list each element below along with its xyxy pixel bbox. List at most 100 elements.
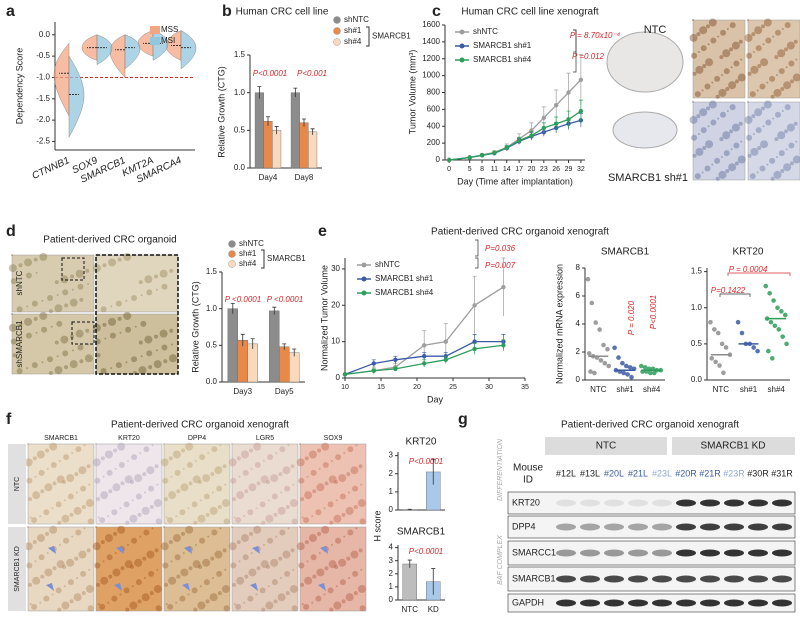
tissue-texture — [306, 560, 309, 563]
blot-band — [700, 499, 720, 507]
blot-band — [676, 499, 696, 507]
point — [621, 370, 626, 376]
tissue-texture — [335, 537, 342, 544]
tissue-texture — [187, 507, 190, 510]
tissue-texture — [329, 520, 334, 525]
tissue-texture — [318, 552, 321, 555]
tissue-texture — [795, 140, 798, 143]
tissue-texture — [63, 454, 70, 461]
error-bar — [407, 559, 412, 568]
tissue-texture — [763, 100, 772, 109]
tissue-texture — [711, 163, 714, 166]
point — [601, 342, 606, 348]
tissue-texture — [25, 332, 32, 339]
tissue-texture — [20, 337, 23, 340]
tissue-texture — [41, 299, 44, 302]
tissue-texture — [151, 527, 154, 530]
tissue-texture — [149, 591, 154, 596]
tissue-texture — [746, 52, 753, 59]
tissue-texture — [123, 587, 130, 594]
tissue-texture — [36, 534, 45, 543]
x-axis-label: Day — [427, 394, 444, 404]
blot-band — [724, 499, 744, 507]
legend-group: SMARCB1 — [267, 254, 306, 263]
tissue-texture — [271, 579, 278, 586]
tissue-texture — [171, 343, 174, 346]
micrograph — [747, 101, 800, 181]
tissue-texture — [94, 477, 101, 484]
tissue-texture — [720, 29, 727, 36]
tissue-texture — [62, 480, 67, 485]
tissue-texture — [10, 278, 17, 285]
tissue-texture — [39, 311, 48, 320]
blot-band — [652, 599, 672, 607]
x-tick-label: 25 — [449, 384, 457, 391]
tissue-texture — [75, 576, 78, 579]
tissue-texture — [233, 516, 236, 519]
tissue-texture — [244, 489, 249, 494]
panel-letter: f — [6, 411, 12, 428]
chart-title: SMARCB1 — [397, 527, 446, 538]
point — [516, 138, 522, 143]
row-band — [8, 527, 26, 611]
tissue-texture — [335, 499, 338, 502]
micrograph — [231, 526, 299, 612]
tissue-texture — [57, 520, 62, 525]
micrograph — [95, 254, 179, 313]
violin-half — [109, 34, 126, 78]
tissue-texture — [298, 562, 305, 569]
tissue-texture — [301, 603, 304, 606]
tissue-texture — [110, 367, 113, 370]
bar — [263, 121, 273, 169]
tissue-texture — [106, 469, 113, 476]
blot-band — [580, 599, 600, 607]
legend-label: sh#1 — [239, 249, 257, 258]
tissue-texture — [169, 328, 174, 333]
p-value: P <0.0001 — [225, 295, 261, 304]
tissue-texture — [154, 274, 159, 279]
tissue-texture — [728, 81, 737, 90]
y-tick-label: 1.0 — [206, 304, 218, 313]
tissue-texture — [175, 515, 178, 518]
tissue-texture — [273, 512, 278, 517]
tissue-texture — [100, 456, 105, 461]
tissue-texture — [260, 560, 269, 569]
tissue-texture — [207, 452, 210, 455]
blot-band — [580, 549, 600, 557]
micrograph — [95, 313, 179, 375]
tissue-texture — [744, 33, 753, 42]
legend-label: SMARCB1 sh#1 — [375, 274, 434, 283]
tissue-texture — [29, 603, 32, 606]
tissue-texture — [339, 579, 346, 586]
blot-band — [772, 599, 792, 607]
bracket — [475, 239, 479, 257]
bar — [402, 563, 418, 601]
tissue-texture — [256, 481, 261, 486]
tissue-texture — [52, 481, 57, 486]
tissue-texture — [752, 50, 755, 53]
tissue-texture — [774, 137, 779, 142]
tissue-texture — [350, 466, 359, 475]
tissue-texture — [784, 47, 789, 52]
point — [772, 323, 778, 329]
point — [605, 346, 610, 352]
arrow — [46, 546, 56, 591]
tissue-texture — [111, 595, 118, 602]
p-value: P=0.1422 — [711, 286, 746, 295]
tissue-texture — [711, 81, 714, 84]
tissue-texture — [720, 155, 723, 158]
tissue-texture — [734, 161, 739, 166]
tissue-texture — [728, 163, 737, 172]
tissue-texture — [692, 153, 697, 158]
tissue-texture — [155, 605, 162, 612]
tissue-texture — [715, 94, 720, 99]
tissue-texture — [96, 497, 101, 502]
tissue-texture — [778, 68, 785, 75]
tissue-texture — [61, 601, 70, 610]
tissue-texture — [163, 526, 165, 528]
tissue-texture — [738, 121, 743, 126]
tissue-texture — [66, 474, 75, 483]
tissue-texture — [96, 582, 101, 587]
tissue-texture — [113, 531, 118, 536]
tissue-texture — [94, 562, 101, 569]
